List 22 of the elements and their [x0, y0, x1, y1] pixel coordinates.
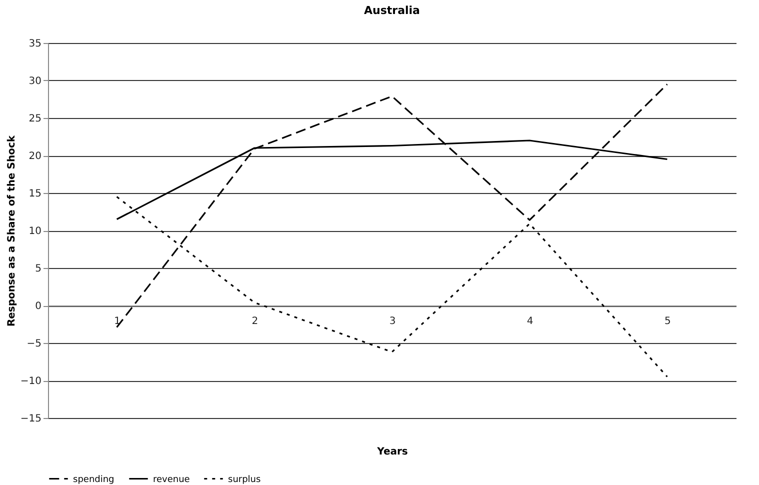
y-tick-label: 15: [28, 188, 42, 200]
y-tick-label: 25: [28, 114, 42, 124]
x-tick-label: 3: [389, 316, 396, 327]
y-tick-label: 10: [28, 226, 42, 237]
x-axis-title: Years: [376, 446, 408, 458]
chart-title: Australia: [364, 4, 420, 17]
y-tick-label: 35: [28, 38, 42, 50]
y-axis-title: Response as a Share of the Shock: [6, 135, 18, 327]
y-tick-label: −15: [20, 414, 42, 424]
y-tick-label: 30: [28, 76, 42, 87]
legend-label: revenue: [153, 474, 190, 485]
legend-label: spending: [73, 474, 114, 485]
y-tick-label: −5: [26, 338, 42, 350]
y-tick-label: −10: [20, 376, 42, 387]
x-tick-label: 5: [664, 316, 671, 327]
x-tick-label: 1: [114, 316, 120, 327]
x-tick-label: 4: [526, 316, 534, 327]
y-tick-label: 5: [35, 264, 42, 274]
x-tick-label: 2: [252, 316, 258, 327]
y-tick-label: 20: [28, 151, 42, 162]
y-tick-label: 0: [35, 301, 42, 312]
legend-label: surplus: [228, 474, 262, 485]
